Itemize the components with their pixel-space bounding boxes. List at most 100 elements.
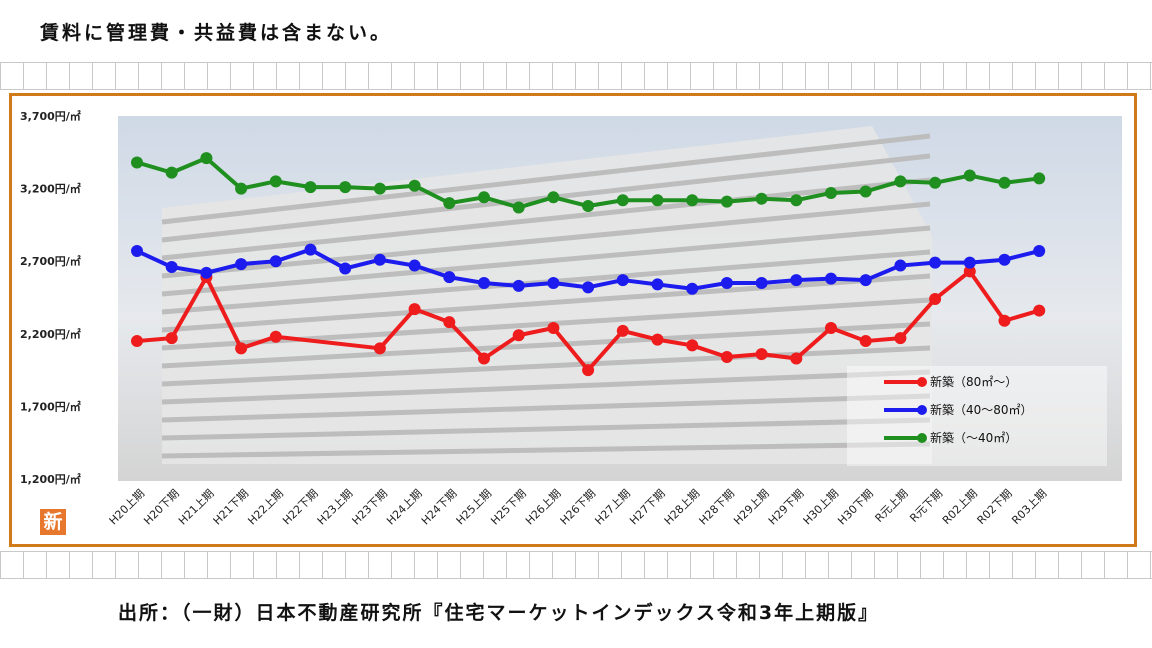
x-tick-label: H27下期 xyxy=(627,487,668,528)
data-point xyxy=(512,279,525,292)
data-point xyxy=(651,278,664,291)
rent-note: 賃料に管理費・共益費は含まない。 xyxy=(40,22,393,44)
x-tick-label: H23上期 xyxy=(315,487,356,528)
data-point xyxy=(894,259,907,272)
data-point xyxy=(582,364,595,377)
legend-label: 新築（40～80㎡） xyxy=(930,402,1033,417)
data-point xyxy=(512,201,525,214)
x-tick-label: H26上期 xyxy=(523,487,564,528)
data-point xyxy=(235,258,248,271)
x-tick-label: H26下期 xyxy=(558,487,599,528)
data-point xyxy=(512,329,525,342)
data-point xyxy=(408,259,421,272)
x-tick-label: H20上期 xyxy=(107,487,148,528)
data-point xyxy=(547,191,560,204)
data-point xyxy=(304,181,317,194)
data-point xyxy=(790,352,803,365)
data-point xyxy=(963,169,976,182)
building-floor-line xyxy=(161,177,931,261)
data-point xyxy=(894,175,907,188)
data-point xyxy=(755,276,768,289)
data-point xyxy=(131,335,143,348)
data-point xyxy=(443,316,456,329)
data-point xyxy=(963,256,976,269)
x-tick-label: H25上期 xyxy=(454,487,495,528)
x-tick-label: H28上期 xyxy=(662,487,703,528)
building-floor-line xyxy=(161,225,931,297)
grid-band-top xyxy=(0,62,1152,90)
data-point xyxy=(755,192,768,205)
data-point xyxy=(929,256,942,269)
data-point xyxy=(720,276,733,289)
x-tick-label: H20下期 xyxy=(141,487,182,528)
x-tick-label: H21上期 xyxy=(176,487,217,528)
data-point xyxy=(616,324,629,337)
data-point xyxy=(269,175,282,188)
legend-label: 新築（80㎡～） xyxy=(930,374,1017,389)
x-tick-label: H28下期 xyxy=(697,487,738,528)
data-point xyxy=(165,166,178,179)
x-tick-label: H22上期 xyxy=(245,487,286,528)
data-point xyxy=(478,276,490,289)
data-point xyxy=(825,321,837,334)
data-point xyxy=(859,274,872,287)
building-floor-line xyxy=(161,321,931,369)
building-floor-line xyxy=(161,441,931,459)
rent-line-chart: 1,200円/㎡ 1,700円/㎡ 2,200円/㎡ 2,700円/㎡ 3,200円/㎡… xyxy=(20,109,1122,528)
x-tick-label: H24上期 xyxy=(384,487,425,528)
data-point xyxy=(443,271,456,284)
data-point xyxy=(1033,172,1046,185)
data-point xyxy=(616,194,629,207)
data-point xyxy=(131,156,143,169)
y-tick-label: 2,200円/㎡ xyxy=(20,327,81,341)
legend-swatch-marker xyxy=(917,377,927,387)
series-2 xyxy=(131,243,1046,295)
new-build-badge: 新 xyxy=(40,509,66,535)
data-point xyxy=(131,245,143,258)
data-point xyxy=(686,282,699,295)
building-floor-line xyxy=(161,417,931,441)
data-point xyxy=(478,191,490,204)
data-point xyxy=(720,351,733,364)
legend: 新築（80㎡～） 新築（40～80㎡） 新築（～40㎡） xyxy=(884,374,1033,445)
building-floor-line xyxy=(161,369,931,405)
building-floor-line xyxy=(161,393,931,423)
data-point xyxy=(339,181,352,194)
data-point xyxy=(235,342,248,355)
x-tick-label: R02上期 xyxy=(940,487,980,527)
legend-swatch-marker xyxy=(917,433,927,443)
data-point xyxy=(929,292,942,305)
data-point xyxy=(478,352,490,365)
data-point xyxy=(408,303,421,316)
legend-label: 新築（～40㎡） xyxy=(930,430,1017,445)
data-point xyxy=(165,261,178,274)
source-citation: 出所：（一財）日本不動産研究所『住宅マーケットインデックス令和3年上期版』 xyxy=(118,602,880,624)
y-tick-label: 1,700円/㎡ xyxy=(20,399,81,413)
x-tick-label: H29下期 xyxy=(766,487,807,528)
data-point xyxy=(373,182,386,195)
data-point xyxy=(720,195,733,208)
x-tick-label: H30上期 xyxy=(801,487,842,528)
x-axis: H20上期H20下期H21上期H21下期H22上期H22下期H23上期H23下期… xyxy=(107,487,1050,528)
building-floor-line xyxy=(161,133,931,225)
data-point xyxy=(790,194,803,207)
data-point xyxy=(963,265,976,278)
data-point xyxy=(408,179,421,192)
data-point xyxy=(790,274,803,287)
data-point xyxy=(825,272,837,285)
x-tick-label: H21下期 xyxy=(211,487,252,528)
data-point xyxy=(616,274,629,287)
data-point xyxy=(547,321,560,334)
x-tick-label: H24下期 xyxy=(419,487,460,528)
data-point xyxy=(651,194,664,207)
data-point xyxy=(269,255,282,268)
data-point xyxy=(269,330,282,343)
data-point xyxy=(443,197,456,210)
data-point xyxy=(651,333,664,346)
building-floor-line xyxy=(161,201,931,279)
data-point xyxy=(1033,245,1046,258)
data-point xyxy=(235,182,248,195)
x-tick-label: H25下期 xyxy=(488,487,529,528)
data-point xyxy=(582,200,595,213)
data-point xyxy=(686,339,699,352)
